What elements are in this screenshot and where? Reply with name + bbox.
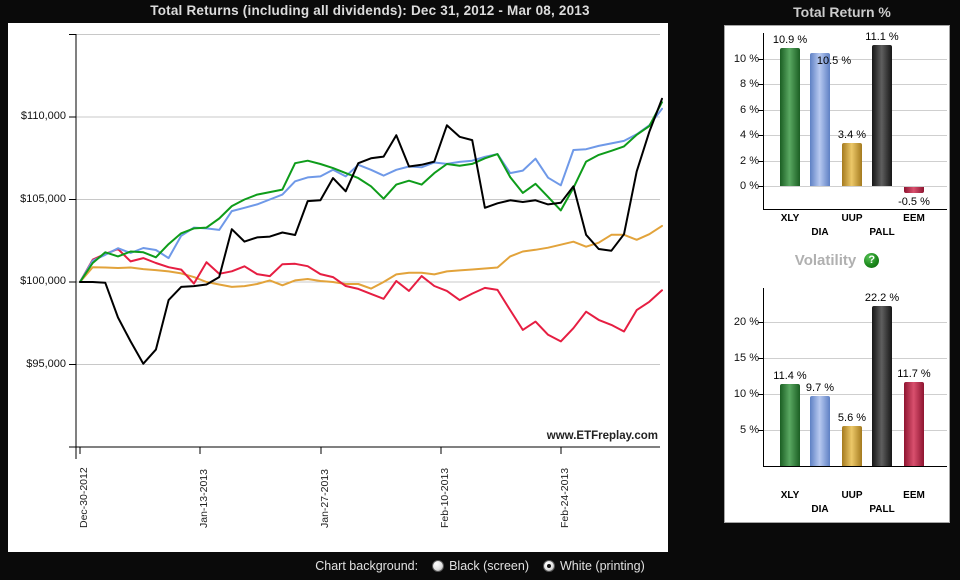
- bar-category-label-PALL: PALL: [869, 504, 895, 515]
- bar-DIA: [810, 396, 830, 466]
- bar-PALL: [872, 306, 892, 466]
- y-axis-label: $110,000: [20, 110, 66, 122]
- bar-gridline: [763, 394, 947, 395]
- bar-value-label: 5.6 %: [837, 411, 867, 424]
- bar-value-label: 3.4 %: [837, 128, 867, 141]
- bar-y-tick: [758, 358, 763, 359]
- bar-category-label-UUP: UUP: [841, 490, 863, 501]
- series-EEM-line: [79, 248, 663, 343]
- bar-y-axis-label: 4 %: [740, 129, 759, 142]
- bar-gridline: [763, 59, 947, 60]
- bar-UUP: [842, 142, 862, 186]
- returns-line-chart: [69, 34, 663, 459]
- bar-XLY: [780, 383, 800, 466]
- bar-gridline: [763, 322, 947, 323]
- x-axis-label: Feb-10-2013: [439, 467, 451, 528]
- y-axis-label: $95,000: [26, 357, 66, 370]
- bar-category-label-XLY: XLY: [780, 490, 800, 501]
- x-axis-label: Jan-27-2013: [319, 469, 331, 528]
- y-axis-label: $100,000: [20, 275, 66, 287]
- bar-category-label-EEM: EEM: [903, 213, 925, 224]
- bar-gridline: [763, 135, 947, 137]
- radio-option-white-printing[interactable]: White (printing): [542, 559, 645, 573]
- bar-y-axis-label: 6 %: [740, 103, 759, 116]
- bar-value-label: 11.1 %: [865, 31, 899, 44]
- total-returns-chart-panel: $110,000 $105,000 $100,000 $95,000 Dec-30-20…: [8, 23, 668, 552]
- radio-white-printing-icon[interactable]: [542, 560, 555, 572]
- series-DIA-line: [79, 107, 663, 283]
- series-XLY-line: [79, 101, 663, 283]
- bar-value-label: 22.2 %: [864, 292, 900, 305]
- bar-y-axis: [763, 33, 764, 209]
- total-return-panel-title: Total Return %: [793, 4, 891, 20]
- bar-y-axis-label: 10 %: [733, 53, 759, 65]
- bar-y-axis-label: 0 %: [740, 180, 759, 192]
- footer-bar: Chart background: Black (screen) White (…: [0, 552, 960, 580]
- bar-category-label-DIA: DIA: [811, 227, 829, 238]
- radio-option-black-screen[interactable]: Black (screen): [432, 559, 529, 573]
- bar-y-tick: [758, 430, 763, 431]
- bar-value-label: -0.5 %: [898, 196, 930, 209]
- bar-PALL: [872, 45, 892, 186]
- series-PALL-line: [79, 97, 663, 365]
- bar-EEM: [904, 381, 924, 466]
- bar-y-tick: [758, 59, 763, 60]
- bar-y-axis: [763, 288, 764, 466]
- bar-y-tick: [758, 394, 763, 395]
- bar-category-label-EEM: EEM: [903, 490, 925, 501]
- bar-y-axis-label: 10 %: [733, 388, 759, 400]
- help-icon[interactable]: ?: [864, 253, 880, 268]
- bar-XLY: [780, 47, 800, 186]
- bar-x-axis: [763, 466, 947, 467]
- bar-y-tick: [758, 84, 763, 86]
- bar-value-label: 11.4 %: [773, 369, 807, 382]
- bar-y-axis-label: 20 %: [733, 316, 759, 328]
- bar-x-axis: [763, 209, 947, 210]
- bar-y-axis-label: 15 %: [733, 352, 759, 364]
- x-axis-label: Feb-24-2013: [559, 467, 571, 528]
- bar-y-tick: [758, 135, 763, 137]
- bar-category-label-DIA: DIA: [811, 504, 829, 515]
- bar-y-tick: [758, 160, 763, 162]
- bar-gridline: [763, 358, 947, 359]
- bar-y-axis-label: 8 %: [740, 78, 759, 91]
- x-axis-label: Dec-30-2012: [78, 467, 90, 528]
- bar-category-label-XLY: XLY: [780, 213, 800, 224]
- bar-gridline: [763, 186, 947, 187]
- chart-background-label: Chart background:: [315, 559, 419, 573]
- bar-value-label: 10.9 %: [772, 33, 808, 46]
- bar-y-axis-label: 5 %: [740, 424, 759, 436]
- bar-category-label-PALL: PALL: [869, 227, 895, 238]
- chart-title: Total Returns (including all dividends):…: [150, 3, 590, 18]
- stats-card: Volatility ? 0 % 2 % 4 % 6 % 8 % 10 % 10.9 % XL…: [724, 25, 950, 523]
- etfreplay-watermark: www.ETFreplay.com: [546, 430, 658, 442]
- bar-gridline: [763, 109, 947, 111]
- bar-gridline: [763, 84, 947, 86]
- bar-value-label: 11.7 %: [897, 367, 931, 380]
- x-axis-label: Jan-13-2013: [198, 469, 210, 528]
- volatility-title-row: Volatility ?: [725, 252, 949, 269]
- radio-white-printing-label: White (printing): [559, 559, 645, 573]
- series-UUP-line: [79, 224, 663, 290]
- bar-UUP: [842, 425, 862, 466]
- bar-category-label-UUP: UUP: [841, 213, 863, 224]
- y-axis-label: $105,000: [20, 192, 66, 205]
- bar-y-axis-label: 2 %: [740, 154, 759, 167]
- volatility-panel-title: Volatility: [794, 252, 857, 269]
- radio-black-screen-label: Black (screen): [449, 559, 529, 573]
- bar-y-tick: [758, 186, 763, 187]
- bar-value-label: 9.7 %: [805, 382, 835, 395]
- radio-black-screen-icon[interactable]: [432, 560, 445, 572]
- bar-value-label: 10.5 %: [816, 54, 852, 67]
- bar-y-tick: [758, 322, 763, 323]
- bar-DIA: [810, 52, 830, 186]
- bar-EEM: [904, 187, 924, 194]
- bar-y-tick: [758, 109, 763, 111]
